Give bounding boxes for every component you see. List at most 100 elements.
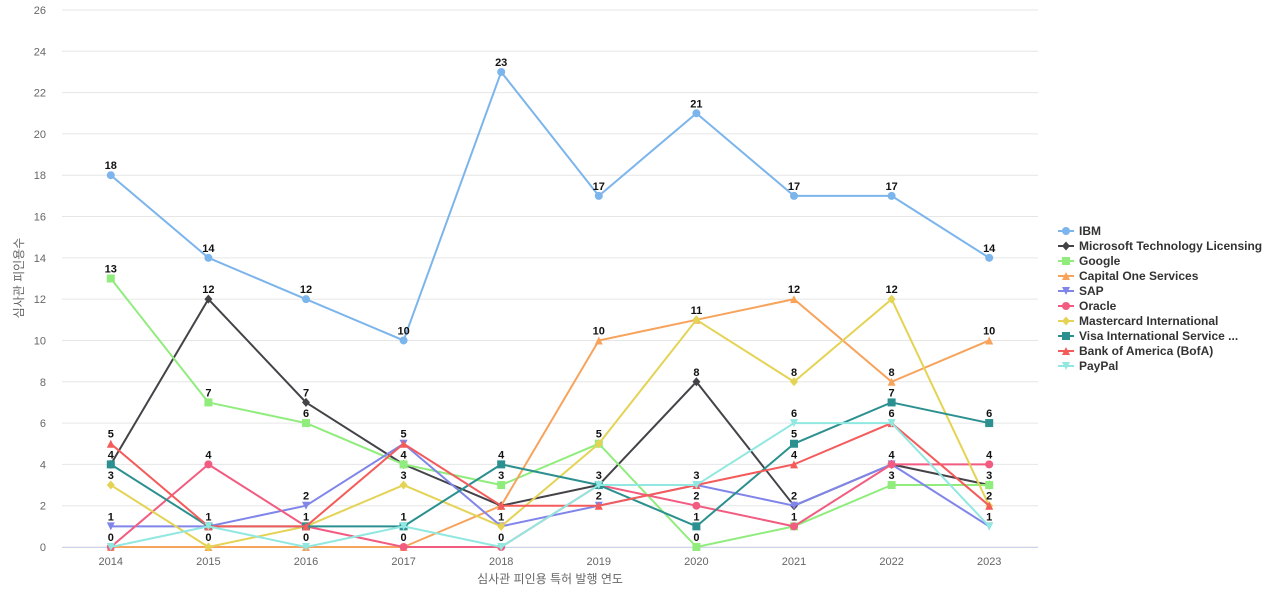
legend-marker-icon [1062, 257, 1070, 265]
legend-item[interactable]: PayPal [1058, 359, 1118, 373]
data-point [497, 543, 506, 551]
data-point [594, 481, 603, 490]
data-label: 11 [691, 305, 703, 317]
data-point [985, 253, 994, 262]
data-point [204, 398, 213, 407]
y-tick-label: 24 [34, 46, 46, 58]
data-point [790, 191, 798, 200]
data-label: 0 [498, 532, 504, 544]
data-point [887, 377, 896, 386]
data-point [692, 501, 701, 510]
data-point [594, 501, 603, 510]
data-label: 4 [498, 449, 505, 461]
data-label: 1 [108, 511, 114, 523]
data-label: 7 [205, 387, 211, 399]
data-point [399, 460, 408, 469]
data-label: 1 [303, 511, 309, 523]
data-label: 0 [303, 532, 309, 544]
data-point [692, 109, 701, 118]
legend-item[interactable]: Google [1058, 254, 1121, 268]
data-point [399, 439, 408, 448]
data-label: 1 [791, 511, 797, 523]
y-tick-label: 14 [34, 253, 46, 265]
series-google [106, 274, 994, 551]
data-label: 10 [593, 325, 605, 337]
legend-label: PayPal [1079, 359, 1118, 373]
y-tick-label: 12 [34, 294, 46, 306]
data-label: 5 [108, 429, 114, 441]
data-point [790, 377, 798, 387]
legend-item[interactable]: Mastercard International [1058, 314, 1218, 328]
legend-label: Bank of America (BofA) [1079, 344, 1213, 358]
data-point [497, 67, 506, 76]
data-point [106, 522, 115, 531]
legend-item[interactable]: IBM [1058, 224, 1101, 238]
legend-item[interactable]: Capital One Services [1058, 269, 1199, 283]
data-label: 3 [693, 470, 699, 482]
data-label: 17 [593, 181, 605, 193]
x-tick-label: 2017 [391, 556, 415, 568]
legend-item[interactable]: Bank of America (BofA) [1058, 344, 1213, 358]
y-tick-label: 2 [40, 501, 46, 513]
data-label: 0 [108, 532, 114, 544]
data-label: 3 [596, 470, 602, 482]
y-tick-label: 22 [34, 88, 46, 100]
data-point [106, 274, 115, 283]
data-point [204, 522, 213, 531]
data-point [204, 294, 213, 304]
legend-marker-icon [1062, 332, 1070, 340]
data-label: 4 [108, 449, 115, 461]
data-point [399, 522, 408, 531]
data-point [985, 501, 994, 510]
data-point [204, 253, 213, 262]
data-point [790, 295, 798, 304]
data-label: 4 [889, 449, 896, 461]
data-label: 4 [791, 449, 798, 461]
legend-marker-icon [1062, 272, 1070, 280]
data-label: 12 [202, 284, 214, 296]
data-point [302, 543, 310, 551]
data-label: 2 [303, 491, 309, 503]
data-point [692, 315, 701, 325]
data-point [790, 439, 798, 448]
x-tick-label: 2023 [977, 556, 1001, 568]
data-point [985, 522, 994, 531]
x-tick-label: 2022 [879, 556, 903, 568]
data-label: 5 [791, 429, 797, 441]
x-tick-label: 2015 [196, 556, 220, 568]
x-tick-label: 2020 [684, 556, 708, 568]
data-label: 14 [202, 243, 215, 255]
x-axis-title: 심사관 피인용 특허 발행 연도 [477, 571, 623, 586]
data-label: 6 [791, 408, 797, 420]
data-label: 3 [108, 470, 114, 482]
data-label: 21 [690, 98, 702, 110]
legend-item[interactable]: Microsoft Technology Licensing [1058, 239, 1262, 253]
legend-item[interactable]: Oracle [1058, 299, 1117, 313]
legend-marker-icon [1062, 316, 1070, 326]
y-axis-title: 심사관 피인용수 [12, 238, 26, 319]
legend-item[interactable]: SAP [1058, 284, 1104, 298]
legend-label: Google [1079, 254, 1121, 268]
data-point [692, 377, 701, 387]
data-point [790, 522, 798, 531]
legend-label: Oracle [1079, 299, 1117, 313]
data-label: 17 [885, 181, 897, 193]
data-point [692, 481, 701, 490]
data-point [985, 460, 994, 469]
data-point [106, 480, 115, 490]
data-label: 3 [986, 470, 992, 482]
data-point [887, 294, 896, 304]
data-point [497, 521, 506, 531]
data-label: 2 [596, 491, 602, 503]
y-tick-label: 6 [40, 418, 46, 430]
data-point [497, 460, 506, 469]
data-label-layer: 1813543101412741012762101054310234310171… [105, 57, 997, 544]
series-ibm [106, 67, 994, 345]
legend-item[interactable]: Visa International Service ... [1058, 329, 1238, 343]
legend-label: SAP [1079, 284, 1104, 298]
data-point [594, 439, 603, 449]
data-label: 1 [498, 511, 504, 523]
data-label: 23 [495, 57, 507, 69]
data-label: 10 [397, 325, 409, 337]
y-tick-label: 8 [40, 377, 46, 389]
